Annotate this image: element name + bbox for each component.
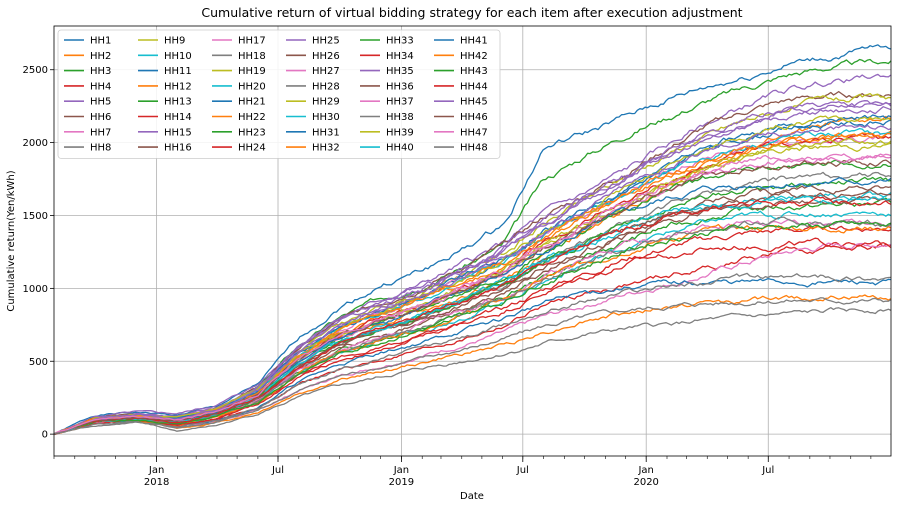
legend-label: HH31 <box>312 127 340 138</box>
legend-label: HH14 <box>164 112 192 123</box>
series-line-hh39 <box>53 115 892 435</box>
legend-label: HH11 <box>164 66 192 77</box>
legend-label: HH7 <box>90 127 111 138</box>
series-line-hh27 <box>53 218 892 435</box>
legend-label: HH18 <box>238 51 266 62</box>
legend-label: HH9 <box>164 36 185 47</box>
series-line-hh10 <box>53 191 892 436</box>
legend-label: HH19 <box>238 66 266 77</box>
legend-label: HH29 <box>312 97 340 108</box>
series-line-hh34 <box>53 237 892 436</box>
x-tick-label: Jan <box>393 465 409 476</box>
legend-label: HH21 <box>238 97 266 108</box>
x-tick-label: Jul <box>271 465 284 476</box>
legend-label: HH10 <box>164 51 192 62</box>
legend-label: HH35 <box>386 66 414 77</box>
legend-label: HH25 <box>312 36 340 47</box>
series-line-hh44 <box>53 196 892 435</box>
series-line-hh47 <box>53 154 892 435</box>
legend-label: HH40 <box>386 143 414 154</box>
legend-label: HH1 <box>90 36 111 47</box>
x-tick-label: Jan <box>637 465 653 476</box>
legend-label: HH16 <box>164 143 192 154</box>
y-tick-label: 1000 <box>23 284 48 295</box>
series-line-hh5 <box>53 73 892 435</box>
x-tick-label: Jul <box>761 465 774 476</box>
legend-label: HH41 <box>460 36 488 47</box>
y-tick-label: 0 <box>42 430 48 441</box>
series-line-hh45 <box>53 124 892 435</box>
legend-label: HH36 <box>386 81 414 92</box>
series-line-hh32 <box>53 223 892 435</box>
series-line-hh48 <box>53 297 892 435</box>
legend-label: HH47 <box>460 127 488 138</box>
legend-label: HH43 <box>460 66 488 77</box>
legend-label: HH42 <box>460 51 488 62</box>
x-tick-year-label: 2019 <box>389 477 414 488</box>
x-tick-year-label: 2020 <box>633 477 658 488</box>
legend-label: HH8 <box>90 143 111 154</box>
legend-label: HH46 <box>460 112 488 123</box>
series-line-hh1 <box>53 44 892 435</box>
legend-label: HH2 <box>90 51 111 62</box>
legend-label: HH5 <box>90 97 111 108</box>
legend-label: HH38 <box>386 112 414 123</box>
x-tick-year-label: 2018 <box>144 477 169 488</box>
series-line-hh8 <box>53 307 892 435</box>
legend-label: HH15 <box>164 127 192 138</box>
x-axis-label: Date <box>460 491 484 502</box>
legend-label: HH20 <box>238 81 266 92</box>
legend: HH1 HH2 HH3 HH4 HH5 HH6 HH7 HH8 HH9 HH10 HH11 HH12 H… <box>57 29 501 159</box>
legend-label: HH24 <box>238 143 266 154</box>
legend-label: HH45 <box>460 97 488 108</box>
legend-label: HH48 <box>460 143 488 154</box>
legend-label: HH26 <box>312 51 340 62</box>
legend-label: HH27 <box>312 66 340 77</box>
x-tick-label: Jan <box>148 465 164 476</box>
legend-label: HH44 <box>460 81 488 92</box>
y-axis-label: Cumulative return(Yen/kWh) <box>6 170 17 311</box>
legend-label: HH22 <box>238 112 266 123</box>
legend-label: HH12 <box>164 81 192 92</box>
y-tick-label: 500 <box>29 357 48 368</box>
legend-label: HH13 <box>164 97 192 108</box>
legend-label: HH4 <box>90 81 111 92</box>
x-tick-label: Jul <box>516 465 529 476</box>
legend-label: HH6 <box>90 112 111 123</box>
series-line-hh28 <box>53 272 892 436</box>
chart-title: Cumulative return of virtual bidding str… <box>201 5 742 20</box>
legend-box <box>57 29 501 159</box>
series-line-hh21 <box>53 277 892 435</box>
legend-label: HH28 <box>312 81 340 92</box>
legend-label: HH3 <box>90 66 111 77</box>
legend-label: HH37 <box>386 97 414 108</box>
legend-label: HH34 <box>386 51 414 62</box>
y-tick-label: 2500 <box>23 65 48 76</box>
plot-frame <box>53 25 892 457</box>
y-tick-label: 2000 <box>23 138 48 149</box>
series-line-hh43 <box>53 220 892 435</box>
legend-label: HH23 <box>238 127 266 138</box>
legend-label: HH39 <box>386 127 414 138</box>
legend-label: HH33 <box>386 36 414 47</box>
y-tick-label: 1500 <box>23 211 48 222</box>
legend-label: HH32 <box>312 143 340 154</box>
legend-label: HH30 <box>312 112 340 123</box>
series-line-hh20 <box>53 210 892 435</box>
legend-label: HH17 <box>238 36 266 47</box>
series-layer <box>53 44 892 436</box>
series-line-hh12 <box>53 294 892 435</box>
